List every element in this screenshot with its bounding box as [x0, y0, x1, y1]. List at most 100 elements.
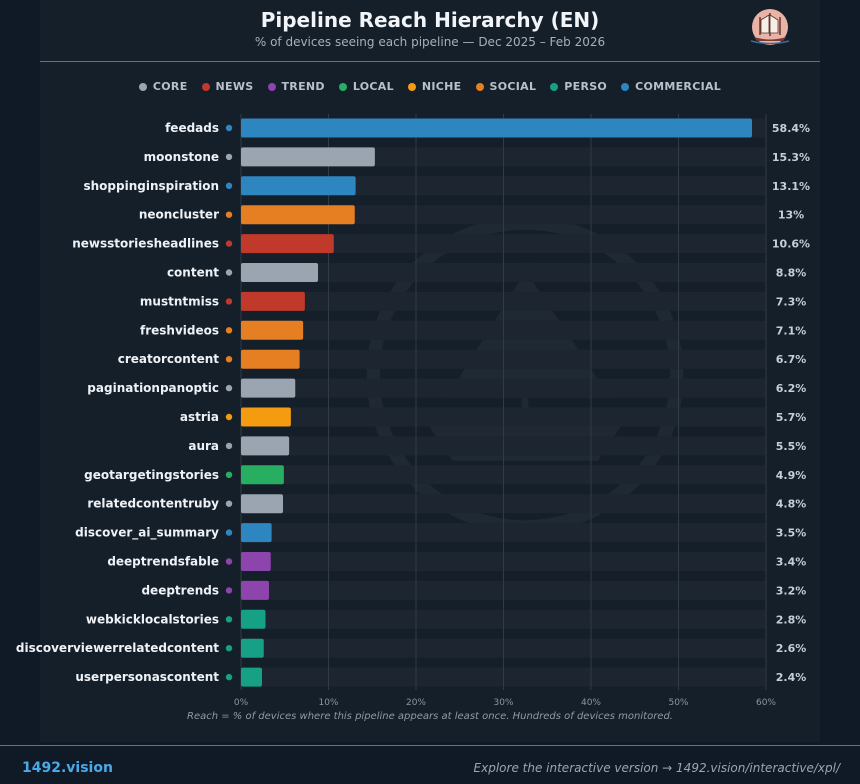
category-label: deeptrendsfable: [107, 555, 219, 569]
category-label: mustntmiss: [140, 294, 219, 308]
bar-userpersonascontent: [241, 667, 262, 687]
value-label: 7.1%: [776, 324, 807, 337]
brand-link[interactable]: 1492.vision: [22, 760, 113, 776]
group-dot: [225, 298, 233, 305]
legend-label: PERSO: [564, 80, 608, 93]
bar-chart: 0% 10% 20% 30% 40% 50% 60% feedads 58.4% moonston…: [16, 114, 810, 708]
bar-deeptrends: [241, 580, 269, 600]
value-label: 6.2%: [776, 382, 807, 395]
x-tick-label: 50%: [668, 698, 688, 708]
legend-item-perso[interactable]: PERSO: [550, 80, 607, 93]
group-dot: [225, 587, 233, 594]
legend-label: SOCIAL: [489, 80, 537, 93]
x-tick-label: 10%: [318, 698, 338, 708]
group-dot: [225, 240, 233, 247]
category-label: content: [167, 266, 219, 280]
bar-content: [241, 263, 318, 282]
group-dot: [225, 153, 233, 161]
x-tick-label: 60%: [756, 698, 776, 708]
legend-dot: [407, 82, 416, 91]
bar-newsstoriesheadlines: [241, 234, 334, 254]
value-label: 7.3%: [776, 295, 807, 308]
group-dot: [225, 558, 233, 565]
legend-item-local[interactable]: LOCAL: [338, 80, 394, 93]
group-dot: [225, 673, 233, 681]
ship-logo-icon: [750, 9, 790, 45]
category-label: freshvideos: [140, 323, 219, 337]
legend-dot: [621, 82, 630, 91]
interactive-version-link[interactable]: Explore the interactive version → 1492.v…: [473, 761, 840, 775]
chart-subtitle: % of devices seeing each pipeline — Dec …: [254, 35, 606, 49]
legend-dot: [475, 82, 484, 91]
category-label: creatorcontent: [118, 352, 219, 366]
legend-dot: [201, 82, 210, 91]
category-label: astria: [180, 410, 219, 424]
category-label: neoncluster: [139, 208, 219, 222]
bar-discover_ai_summary: [241, 523, 272, 543]
legend-item-news[interactable]: NEWS: [201, 80, 254, 93]
category-label: discover_ai_summary: [75, 526, 219, 541]
bar-discoverviewerrelatedcontent: [241, 638, 264, 658]
chart-title: Pipeline Reach Hierarchy (EN): [260, 8, 600, 32]
value-label: 58.4%: [772, 122, 810, 135]
group-dot: [225, 211, 233, 218]
category-label: newsstoriesheadlines: [72, 237, 219, 251]
bar-deeptrendsfable: [241, 552, 271, 571]
x-tick-label: 30%: [493, 698, 513, 708]
group-dot: [225, 182, 233, 189]
group-dot: [225, 442, 233, 450]
x-tick-label: 0%: [234, 698, 249, 708]
value-label: 2.8%: [776, 613, 807, 626]
legend-item-core[interactable]: CORE: [138, 80, 188, 93]
bar-creatorcontent: [241, 349, 300, 369]
bar-feedads: [241, 118, 752, 138]
value-label: 8.8%: [776, 267, 807, 280]
bar-neoncluster: [241, 205, 355, 225]
legend-label: TREND: [281, 80, 325, 93]
category-label: discoverviewerrelatedcontent: [16, 641, 219, 655]
value-label: 15.3%: [772, 151, 810, 164]
group-dot: [225, 413, 233, 421]
value-label: 10.6%: [772, 238, 810, 251]
group-dot: [225, 500, 233, 507]
legend-dot: [550, 82, 559, 91]
bar-mustntmiss: [241, 291, 305, 311]
x-tick-label: 20%: [406, 698, 426, 708]
legend-label: CORE: [152, 80, 188, 93]
value-label: 13%: [778, 209, 804, 222]
bar-paginationpanoptic: [241, 378, 296, 398]
legend-dot: [138, 82, 147, 91]
bar-aura: [241, 436, 290, 456]
legend-item-niche[interactable]: NICHE: [407, 80, 462, 93]
bar-geotargetingstories: [241, 465, 284, 485]
value-label: 2.6%: [776, 642, 807, 655]
legend-item-commercial[interactable]: COMMERCIAL: [621, 80, 721, 93]
value-label: 5.5%: [776, 440, 807, 453]
bar-shoppinginspiration: [241, 176, 356, 196]
value-label: 6.7%: [776, 353, 807, 366]
value-label: 3.5%: [776, 527, 807, 540]
group-dot: [225, 645, 233, 652]
category-label: userpersonascontent: [75, 670, 219, 684]
x-tick-label: 40%: [581, 698, 601, 708]
value-label: 5.7%: [776, 411, 807, 424]
legend-dot: [267, 82, 276, 91]
value-label: 2.4%: [776, 671, 807, 684]
value-label: 13.1%: [772, 180, 810, 193]
bar-moonstone: [241, 147, 375, 167]
legend-item-social[interactable]: SOCIAL: [475, 80, 537, 93]
category-label: geotargetingstories: [84, 468, 219, 482]
group-dot: [225, 616, 233, 623]
category-label: deeptrends: [141, 583, 219, 597]
group-dot: [225, 384, 233, 392]
legend-label: COMMERCIAL: [635, 80, 722, 93]
category-label: aura: [188, 439, 219, 453]
legend-item-trend[interactable]: TREND: [267, 80, 325, 93]
bar-freshvideos: [241, 320, 304, 340]
group-dot: [225, 269, 233, 276]
legend-label: NICHE: [421, 80, 462, 93]
value-label: 3.4%: [776, 556, 807, 569]
value-label: 3.2%: [776, 584, 807, 597]
value-label: 4.8%: [776, 498, 807, 511]
